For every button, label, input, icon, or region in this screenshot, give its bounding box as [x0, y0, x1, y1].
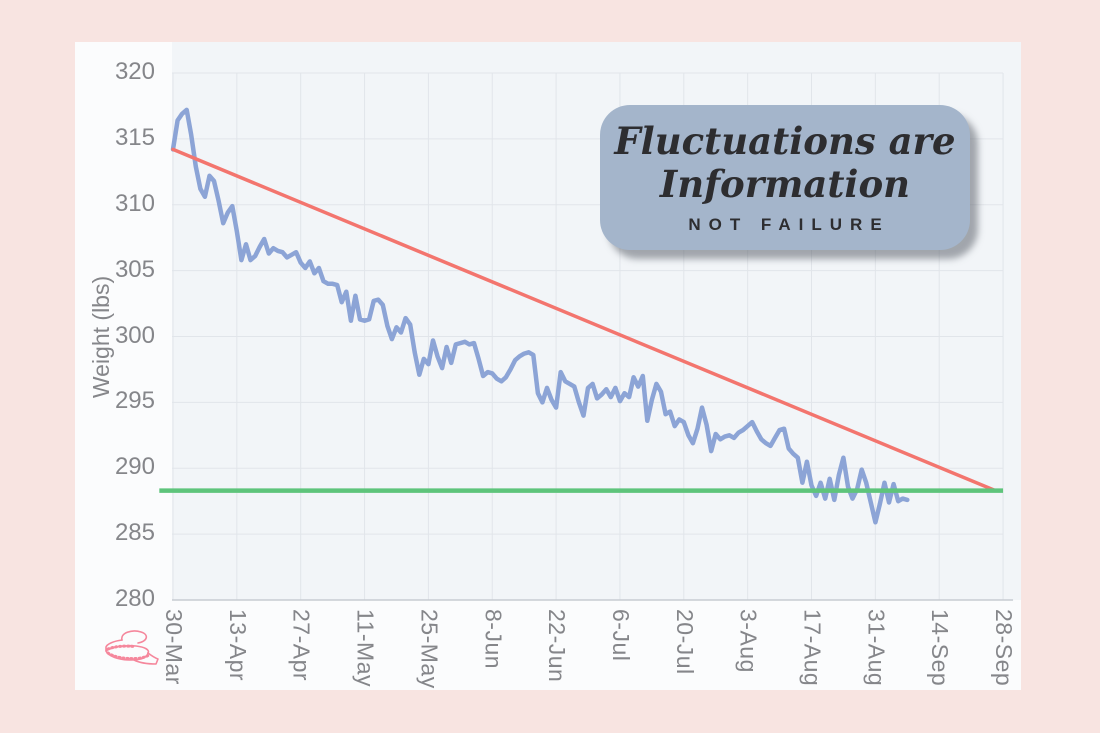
y-tick-label: 305: [114, 255, 155, 283]
callout-line-2: Information: [659, 161, 911, 206]
y-tick-label: 310: [114, 189, 155, 217]
tape-tail: [133, 652, 159, 665]
x-tick-label: 13-Apr: [224, 609, 251, 682]
tape-tick-marks-lower: [106, 651, 152, 661]
y-tick-label: 280: [114, 585, 155, 612]
y-tick-label: 320: [114, 58, 155, 85]
tape-top-loop: [121, 630, 148, 644]
x-tick-label: 11-May: [352, 609, 379, 687]
y-tick-label: 285: [114, 519, 155, 547]
y-tick-label: 290: [114, 453, 155, 481]
x-tick-label: 20-Jul: [671, 609, 698, 675]
daily-weight-line: [170, 107, 910, 525]
x-tick-label: 25-May: [416, 609, 443, 689]
measuring-tape-icon: [105, 630, 159, 665]
x-tick-label: 30-Mar: [161, 609, 187, 685]
y-tick-label: 295: [114, 387, 155, 415]
tape-tick-marks-upper: [106, 644, 136, 651]
y-tick-label: 315: [114, 123, 155, 151]
callout-subtitle: NOT FAILURE: [688, 214, 890, 234]
x-tick-label: 8-Jun: [480, 609, 507, 670]
x-tick-label: 3-Aug: [735, 609, 762, 673]
x-tick-label: 31-Aug: [863, 609, 890, 687]
trend-line: [171, 147, 996, 492]
x-tick-label: 17-Aug: [799, 609, 826, 687]
callout-badge: Fluctuations are Information NOT FAILURE: [600, 105, 970, 250]
x-tick-label: 14-Sep: [927, 609, 954, 687]
x-tick-label: 6-Jul: [607, 609, 634, 662]
callout-line-1: Fluctuations are: [614, 119, 956, 164]
y-tick-label: 300: [114, 321, 155, 349]
x-tick-label: 28-Sep: [991, 609, 1018, 687]
x-tick-label: 27-Apr: [288, 609, 315, 682]
x-tick-label: 22-Jun: [544, 609, 571, 683]
